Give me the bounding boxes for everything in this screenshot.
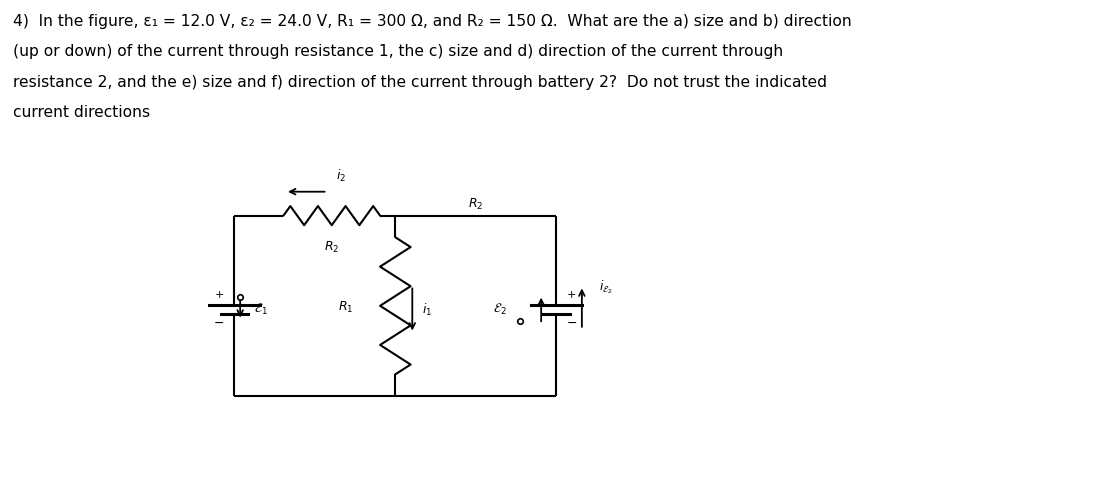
Text: $R_2$: $R_2$ [468, 197, 484, 212]
Text: $\mathcal{E}_1$: $\mathcal{E}_1$ [254, 302, 268, 317]
Text: $R_2$: $R_2$ [324, 239, 339, 255]
Text: +: + [567, 291, 577, 301]
Text: $i_2$: $i_2$ [336, 168, 346, 185]
Text: $i_1$: $i_1$ [422, 302, 433, 317]
Text: −: − [567, 317, 577, 330]
Text: $i_{\mathcal{E}_2}$: $i_{\mathcal{E}_2}$ [598, 279, 613, 296]
Text: −: − [213, 317, 224, 330]
Text: 4)  In the figure, ε₁ = 12.0 V, ε₂ = 24.0 V, R₁ = 300 Ω, and R₂ = 150 Ω.  What a: 4) In the figure, ε₁ = 12.0 V, ε₂ = 24.0… [13, 14, 852, 29]
Text: $\mathcal{E}_2$: $\mathcal{E}_2$ [492, 302, 507, 317]
Text: +: + [214, 291, 223, 301]
Text: resistance 2, and the e) size and f) direction of the current through battery 2?: resistance 2, and the e) size and f) dir… [13, 75, 827, 89]
Text: current directions: current directions [13, 105, 150, 120]
Text: (up or down) of the current through resistance 1, the c) size and d) direction o: (up or down) of the current through resi… [13, 44, 783, 59]
Text: $R_1$: $R_1$ [338, 300, 353, 315]
